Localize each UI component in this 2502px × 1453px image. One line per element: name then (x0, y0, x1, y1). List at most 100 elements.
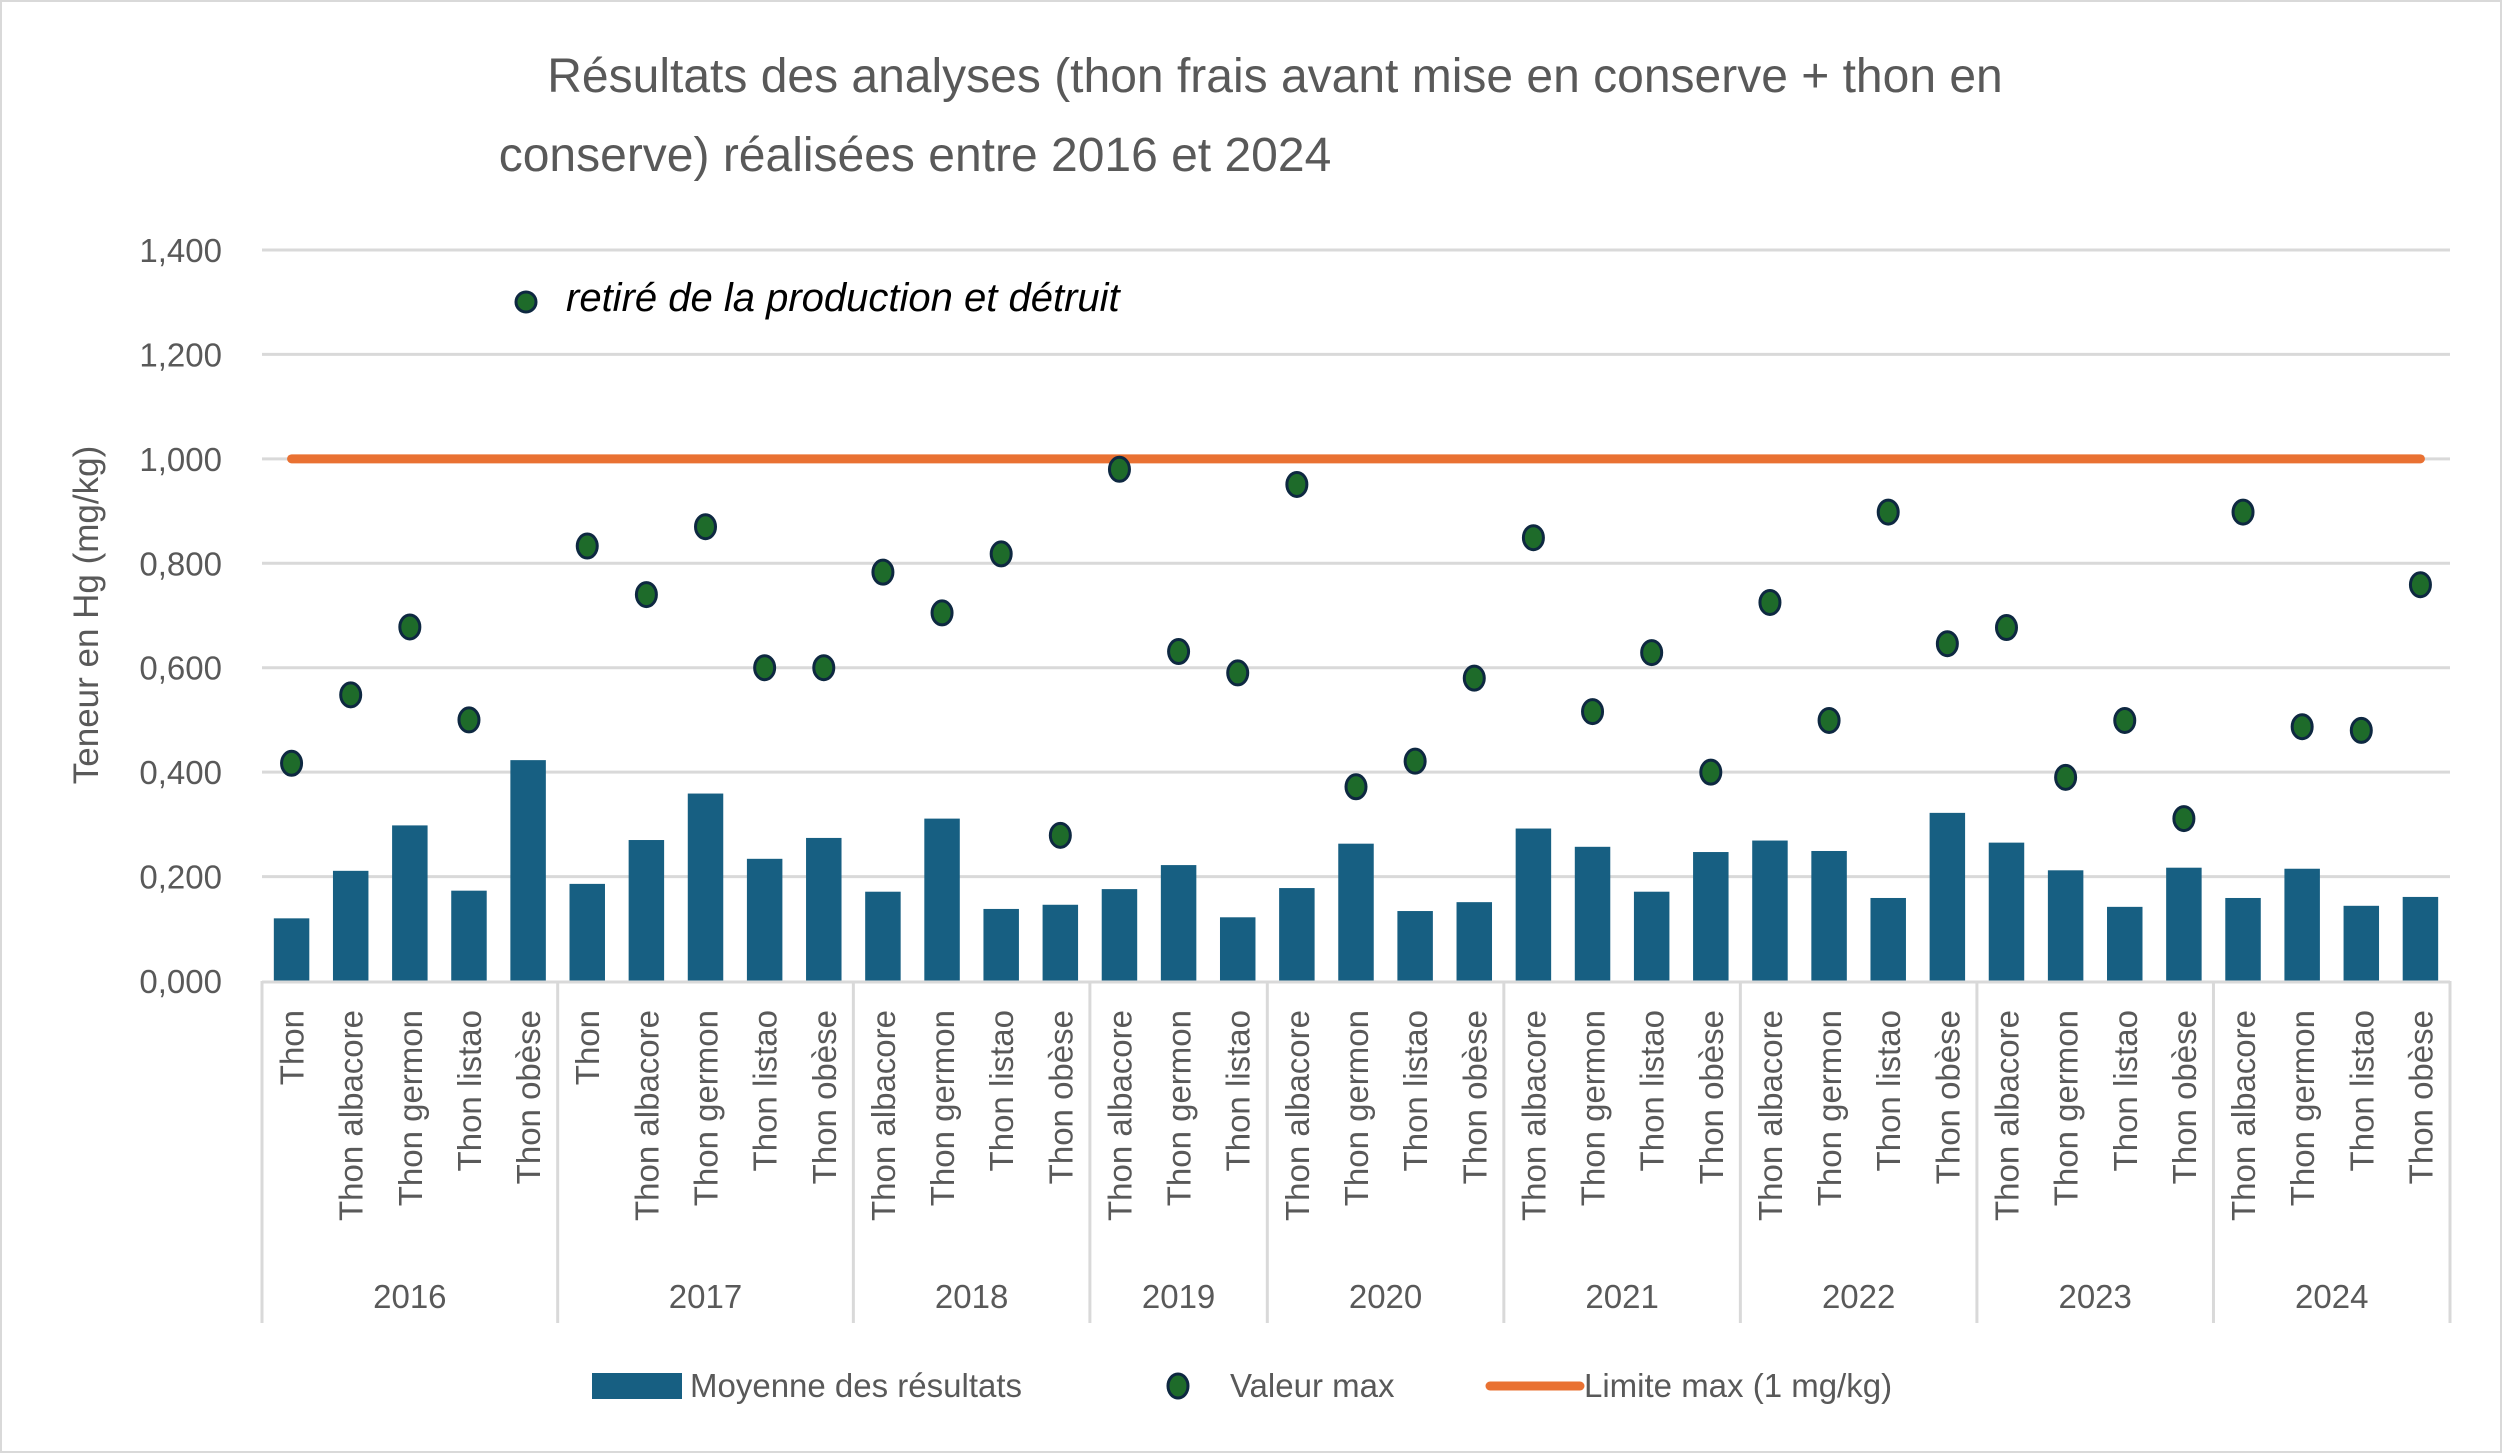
bar (1279, 888, 1315, 981)
scatter-point (1758, 588, 1782, 616)
x-group-label: 2024 (2295, 1278, 2368, 1315)
bar (1515, 828, 1552, 981)
y-axis-tick-labels: 0,000 0,200 0,400 0,600 0,800 1,000 1,200 1,400 (139, 232, 222, 1000)
x-category-label: Thon listao (1634, 1010, 1671, 1171)
x-category-label: Thon germon (2048, 1010, 2085, 1206)
annotation-text: retiré de la production et détruit (566, 276, 1122, 320)
legend-marker-valeur-max (1166, 1372, 1190, 1400)
x-category-label: Thon germon (392, 1010, 429, 1206)
scatter-point (1344, 773, 1368, 801)
y-tick-label: 0,000 (139, 963, 222, 1000)
scatter-point (1935, 630, 1959, 658)
chart-title-line-1: Résultats des analyses (thon frais avant… (547, 50, 2002, 103)
x-category-label: Thon obèse (1929, 1010, 1966, 1184)
x-category-label: Thon listao (2107, 1010, 2144, 1171)
annotation: retiré de la production et détruit (514, 276, 1122, 320)
x-category-label: Thon obèse (806, 1010, 843, 1184)
bar (628, 840, 665, 981)
scatter-point (1699, 758, 1723, 786)
bar (687, 793, 724, 981)
bar (569, 883, 605, 981)
bar (510, 760, 546, 981)
bar (2166, 867, 2202, 981)
bar (392, 825, 428, 981)
bar (1811, 850, 1847, 981)
y-tick-label: 1,400 (139, 232, 222, 269)
scatter-point (871, 558, 895, 586)
scatter-point (398, 613, 422, 641)
annotation-marker (514, 290, 538, 314)
chart-title-line-2: conserve) réalisées entre 2016 et 2024 (499, 129, 1332, 182)
legend: Moyenne des résultats Valeur max Limite … (592, 1367, 1892, 1404)
x-category-label: Thon obèse (510, 1010, 547, 1184)
chart-title: Résultats des analyses (thon frais avant… (499, 50, 2003, 182)
x-category-label: Thon germon (2284, 1010, 2321, 1206)
y-tick-label: 0,400 (139, 754, 222, 791)
bar (983, 908, 1019, 981)
bar (1397, 911, 1433, 981)
x-category-label: Thon albacore (2225, 1010, 2262, 1221)
bar (332, 870, 369, 981)
x-category-label: Thon germon (1338, 1010, 1375, 1206)
x-group-label: 2016 (373, 1278, 446, 1315)
bar (2107, 906, 2143, 981)
bar (1633, 891, 1670, 981)
scatter-point (1640, 639, 1664, 667)
bar (451, 890, 487, 981)
legend-swatch-moyenne (592, 1373, 682, 1399)
bar (273, 918, 310, 981)
x-category-label: Thon albacore (1101, 1010, 1138, 1221)
scatter-point (1285, 470, 1309, 498)
x-group-label: 2020 (1349, 1278, 1422, 1315)
scatter-point (2349, 716, 2373, 744)
scatter-point (2113, 706, 2137, 734)
scatter-point (457, 706, 481, 734)
bar (1101, 889, 1138, 981)
bar (806, 837, 842, 981)
scatter-point (575, 532, 599, 560)
scatter-point (694, 513, 718, 541)
bar (1160, 865, 1197, 981)
scatter-point (339, 681, 363, 709)
bar (1338, 843, 1374, 981)
x-category-label: Thon obèse (1456, 1010, 1493, 1184)
x-category-label: Thon germon (1161, 1010, 1198, 1206)
y-tick-label: 0,600 (139, 650, 222, 687)
y-axis-label: Teneur en Hg (mg/kg) (67, 446, 106, 784)
x-axis: Thon Thon albacore Thon germon Thon listao T… (260, 980, 2452, 1323)
scatter-point (1167, 638, 1191, 666)
scatter-point (2290, 713, 2314, 741)
legend-label-limite: Limite max (1 mg/kg) (1584, 1367, 1892, 1404)
scatter-point (2231, 498, 2255, 526)
x-category-label: Thon listao (2343, 1010, 2380, 1171)
scatter-point (812, 654, 836, 682)
x-category-label: Thon obèse (2166, 1010, 2203, 1184)
x-category-label: Thon listao (1870, 1010, 1907, 1171)
scatter-point (2172, 805, 2196, 833)
x-category-label: Thon germon (1575, 1010, 1612, 1206)
bar (1574, 846, 1611, 981)
bar (746, 858, 783, 981)
y-tick-label: 1,000 (139, 441, 222, 478)
x-category-label: Thon obèse (1693, 1010, 1730, 1184)
scatter-point (2408, 571, 2432, 599)
y-tick-label: 1,200 (139, 336, 222, 373)
x-category-label: Thon albacore (1752, 1010, 1789, 1221)
scatter-point (1994, 614, 2018, 642)
x-group-label: 2017 (669, 1278, 742, 1315)
bar (1456, 902, 1493, 981)
scatter-point (930, 599, 954, 627)
y-tick-label: 0,200 (139, 859, 222, 896)
x-category-label: Thon albacore (628, 1010, 665, 1221)
x-category-label: Thon albacore (1515, 1010, 1552, 1221)
bar (2284, 868, 2320, 981)
scatter-point (2054, 763, 2078, 791)
y-tick-label: 0,800 (139, 545, 222, 582)
x-category-label: Thon obèse (2402, 1010, 2439, 1184)
x-category-label: Thon obèse (1042, 1010, 1079, 1184)
scatter-point (1581, 698, 1605, 726)
scatter-point (280, 749, 304, 777)
x-group-label: 2022 (1822, 1278, 1895, 1315)
